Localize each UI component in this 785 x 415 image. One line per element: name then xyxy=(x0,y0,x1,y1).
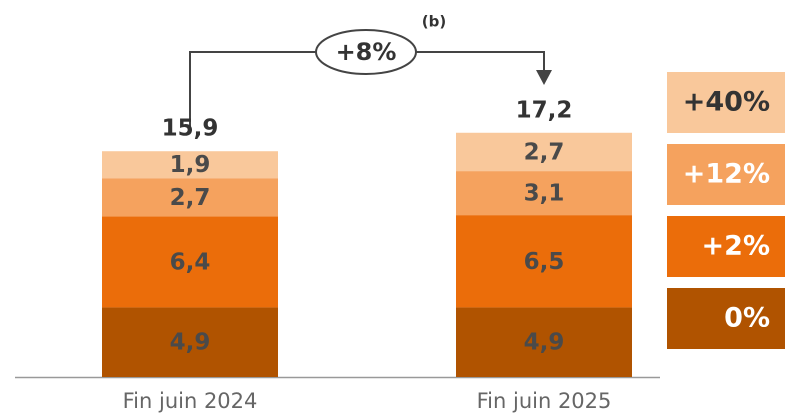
data-label: 6,4 xyxy=(170,249,211,275)
arrow-head xyxy=(536,70,552,85)
legend-swatch xyxy=(667,144,785,205)
bar-segment xyxy=(456,215,632,308)
legend-label: 0% xyxy=(724,303,770,334)
legend-label: +12% xyxy=(683,159,770,190)
bar-segment xyxy=(456,132,632,172)
bar-segment xyxy=(456,171,632,216)
x-tick-label: Fin juin 2024 xyxy=(123,389,258,413)
annotation: +8% xyxy=(336,38,397,66)
data-label: 4,9 xyxy=(170,330,211,356)
total-label: 17,2 xyxy=(516,97,573,123)
legend-swatch xyxy=(667,216,785,277)
annotation-bubble xyxy=(315,29,417,75)
data-label: 3,1 xyxy=(524,181,565,207)
bar-segment xyxy=(102,151,278,179)
legend-swatch xyxy=(667,288,785,349)
data-label: 2,7 xyxy=(170,185,211,211)
data-label: 2,7 xyxy=(524,139,565,165)
annotation-note: (b) xyxy=(422,13,446,31)
bar-segment xyxy=(102,178,278,217)
data-label: 6,5 xyxy=(524,249,565,275)
x-tick-label: Fin juin 2025 xyxy=(477,389,612,413)
bar-segment xyxy=(102,216,278,308)
data-label: 1,9 xyxy=(170,152,211,178)
legend-label: +40% xyxy=(683,87,770,118)
legend-swatch xyxy=(667,72,785,133)
bar-segment xyxy=(456,307,632,377)
growth-connector xyxy=(189,51,545,128)
bar-segment xyxy=(102,307,278,377)
total-label: 15,9 xyxy=(162,116,219,142)
data-label: 4,9 xyxy=(524,330,565,356)
legend-label: +2% xyxy=(702,231,770,262)
